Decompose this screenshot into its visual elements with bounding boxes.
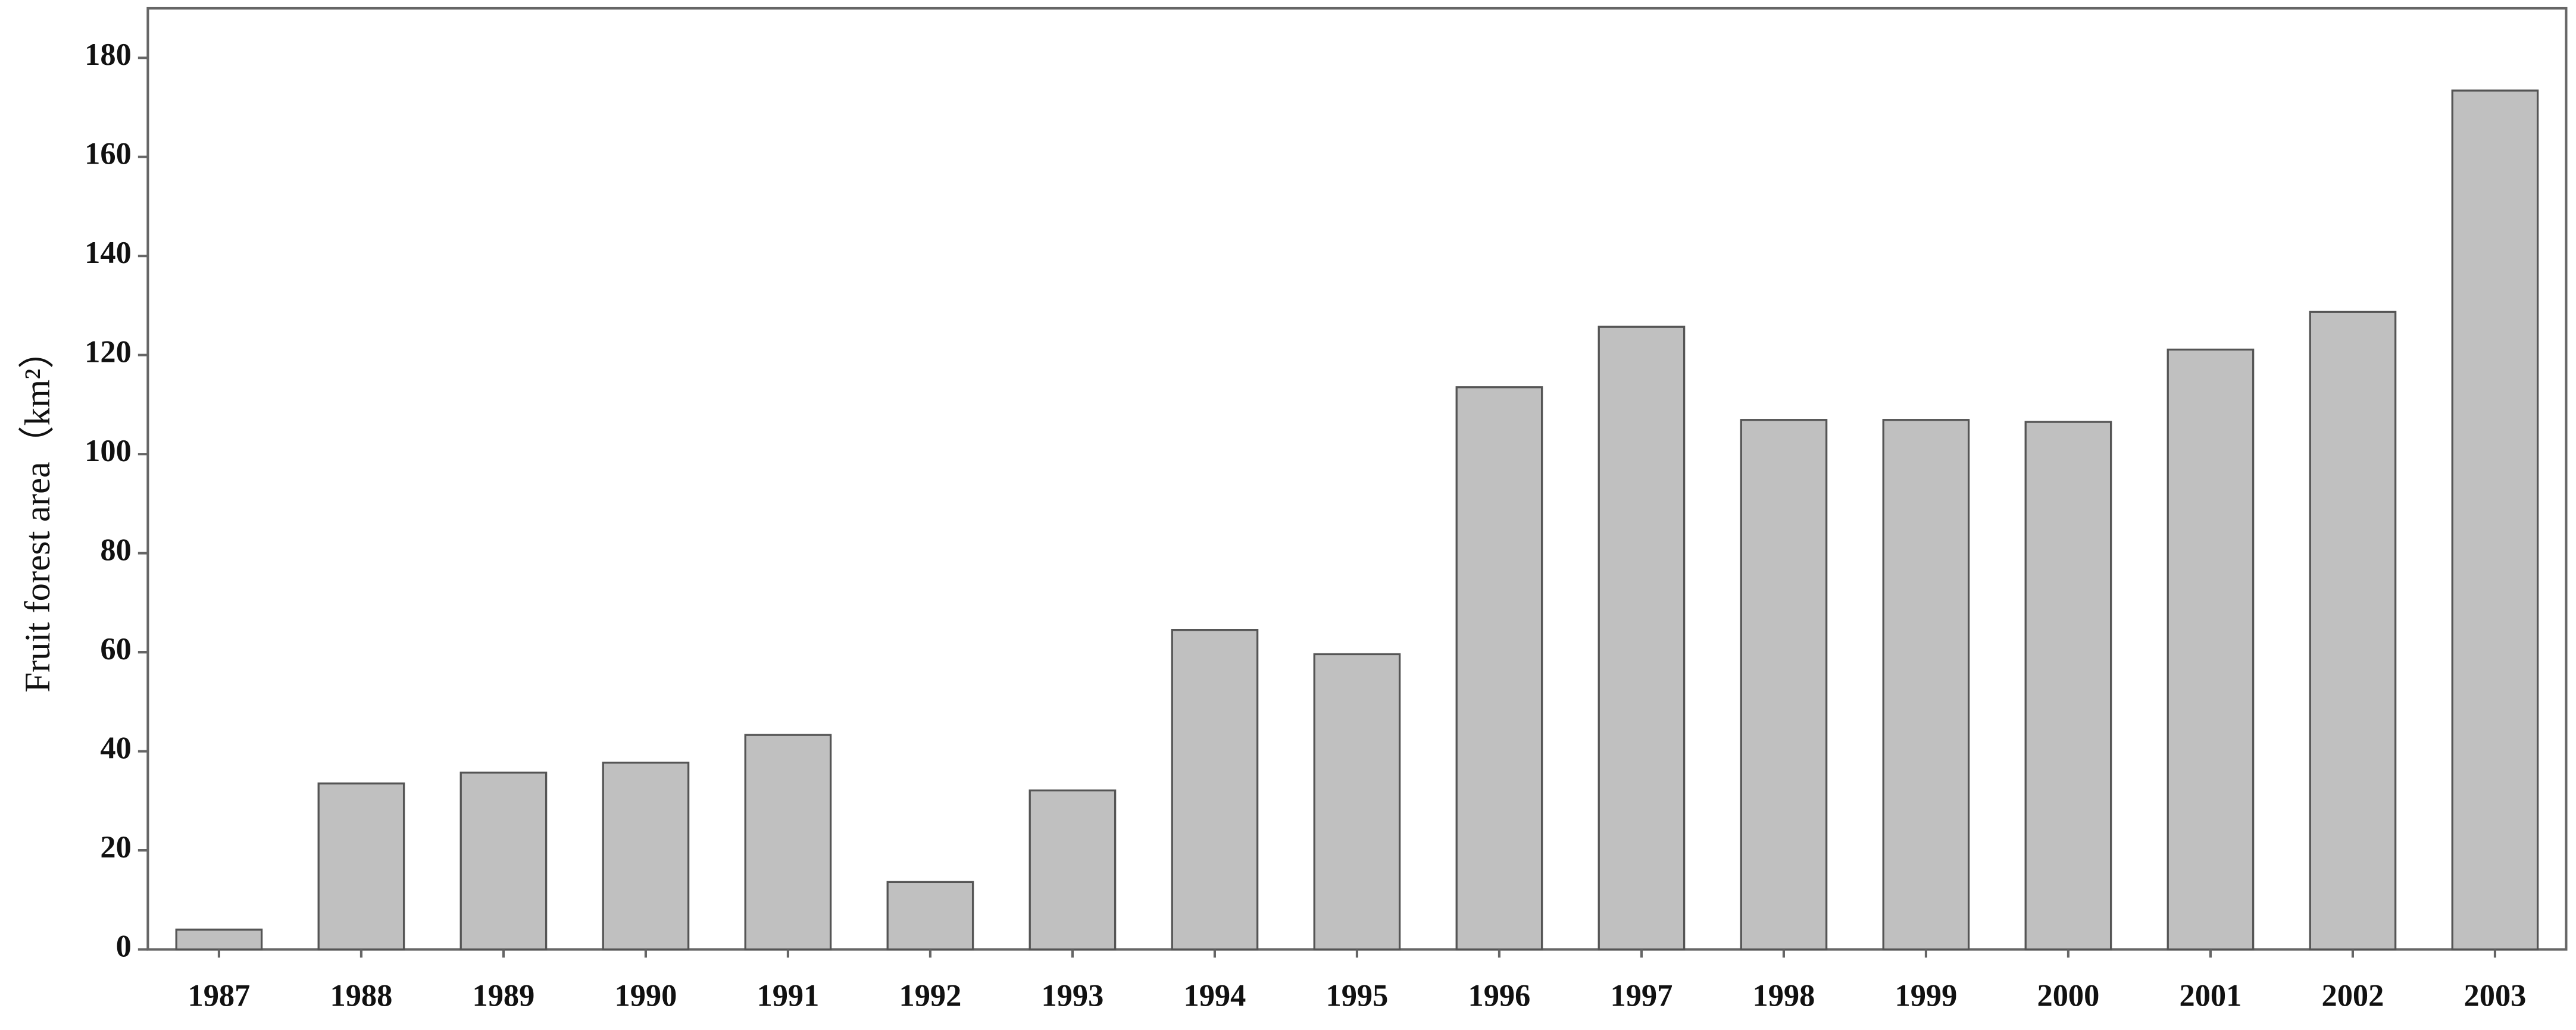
y-tick-label: 120	[85, 335, 132, 370]
bar	[2024, 421, 2112, 951]
bar	[1313, 653, 1401, 951]
x-tick-label: 1994	[1183, 978, 1246, 1013]
x-tick-label: 2000	[2037, 978, 2099, 1013]
y-tick-label: 100	[85, 434, 132, 468]
y-tick-label: 40	[100, 731, 131, 766]
y-tick-label: 180	[85, 37, 132, 72]
bar	[459, 771, 548, 951]
bar	[1598, 325, 1686, 951]
x-tick-label: 1999	[1895, 978, 1957, 1013]
x-tick-label: 1995	[1325, 978, 1388, 1013]
bar	[1028, 789, 1117, 951]
y-axis-label: Fruit forest area（km²）	[18, 333, 58, 693]
x-tick-label: 2001	[2179, 978, 2242, 1013]
bar	[2167, 348, 2255, 951]
bar	[602, 762, 690, 951]
y-tick-label: 0	[116, 929, 132, 964]
x-tick-label: 1987	[187, 978, 250, 1013]
bar	[886, 881, 974, 951]
bar	[1740, 419, 1828, 951]
bar	[317, 782, 405, 951]
bar	[1171, 629, 1259, 951]
y-tick-label: 20	[100, 830, 131, 865]
y-tick-label: 80	[100, 533, 131, 568]
x-tick-label: 1989	[472, 978, 534, 1013]
x-tick-label: 1996	[1468, 978, 1530, 1013]
bar	[744, 734, 832, 951]
x-tick-label: 1991	[756, 978, 819, 1013]
x-tick-label: 2002	[2321, 978, 2384, 1013]
x-tick-label: 1997	[1610, 978, 1672, 1013]
bar	[2451, 89, 2539, 951]
x-tick-label: 1990	[614, 978, 677, 1013]
x-tick-label: 1988	[330, 978, 392, 1013]
x-tick-label: 1993	[1041, 978, 1103, 1013]
x-tick-label: 2003	[2464, 978, 2527, 1013]
x-tick-label: 1992	[899, 978, 961, 1013]
y-tick-label: 60	[100, 632, 131, 666]
y-tick-label: 160	[85, 137, 132, 171]
bar	[175, 928, 263, 951]
bar	[1455, 386, 1543, 951]
bar	[1882, 419, 1970, 951]
y-tick-label: 140	[85, 236, 132, 270]
bar	[2309, 311, 2397, 951]
x-tick-label: 1998	[1752, 978, 1815, 1013]
